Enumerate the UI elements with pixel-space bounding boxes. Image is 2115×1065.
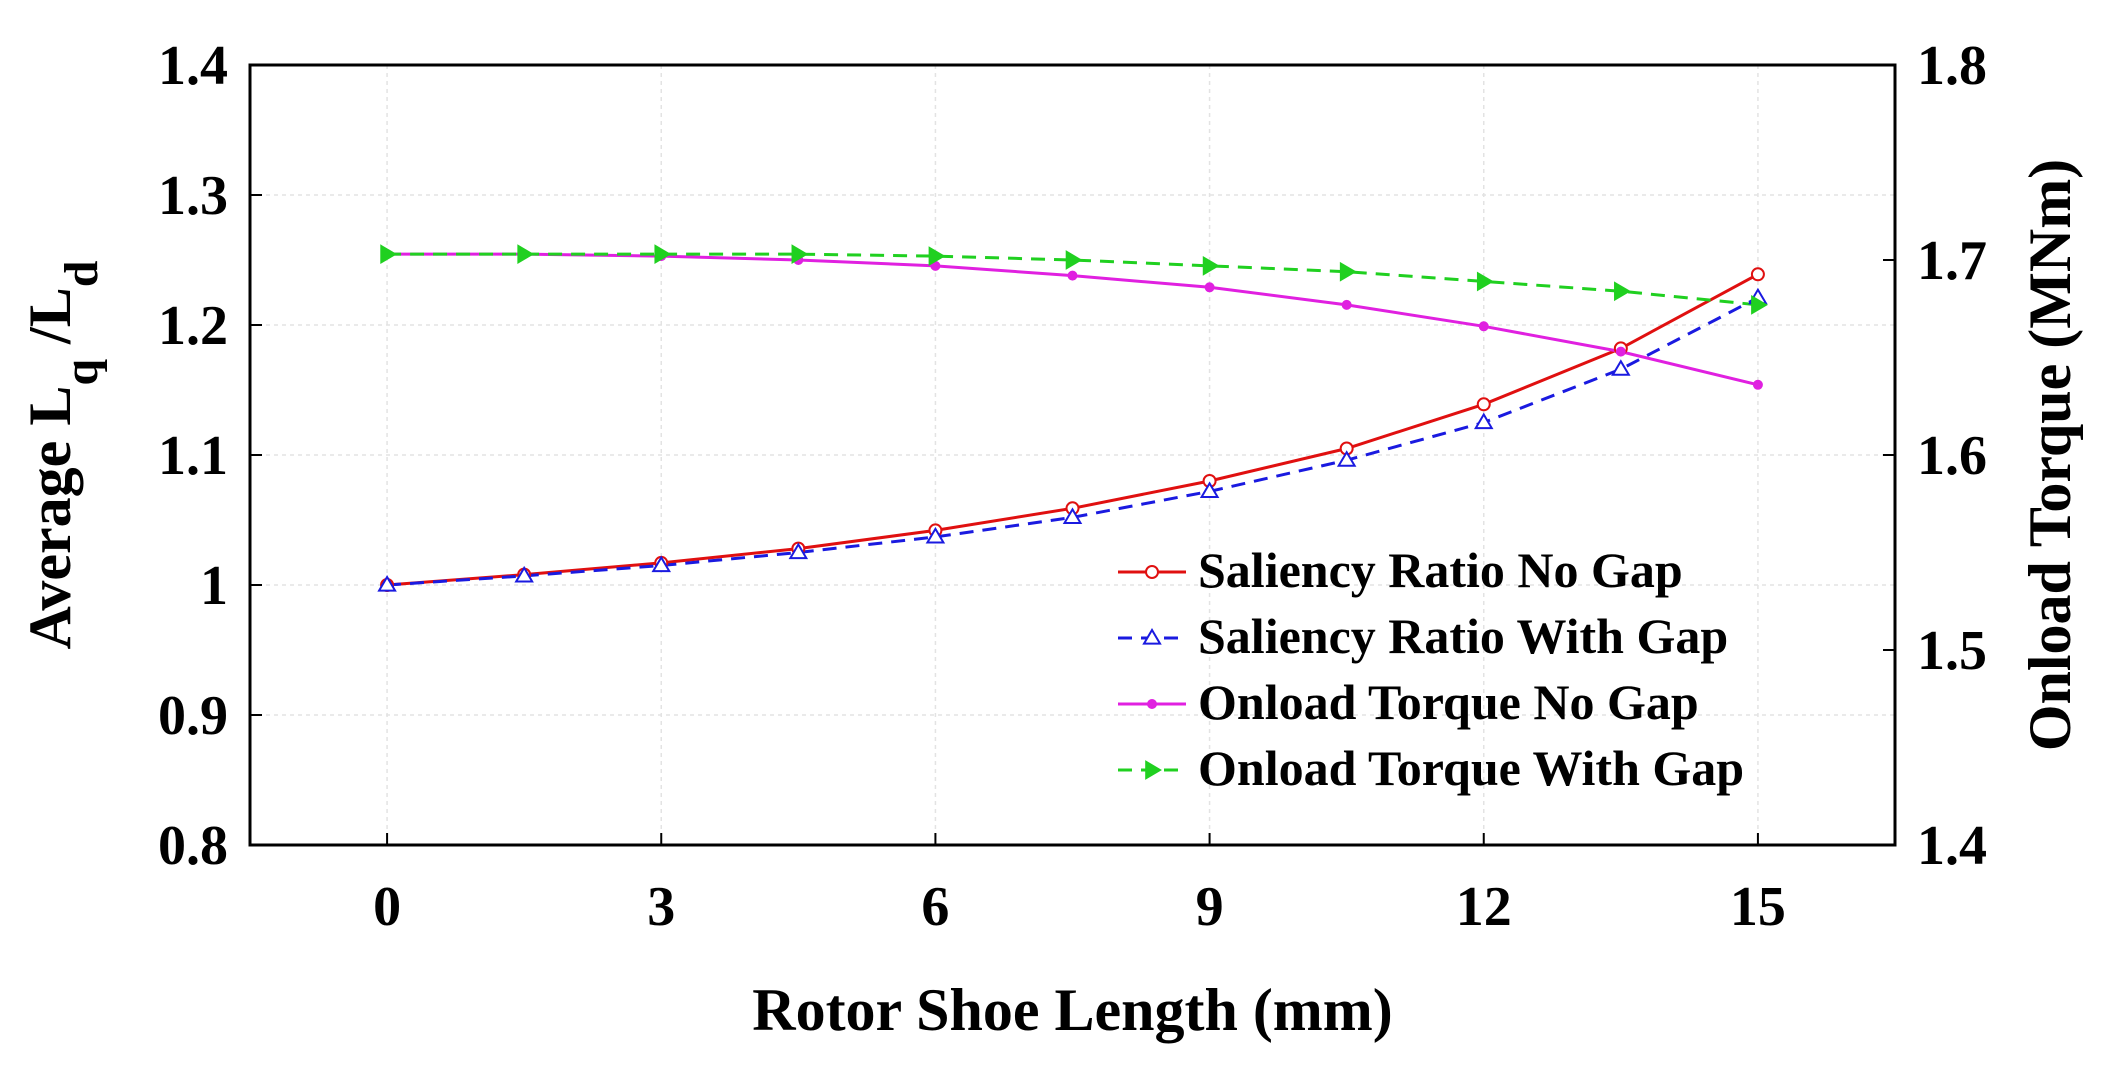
x-tick-label: 9 [1196, 876, 1224, 938]
y-right-tick-label: 1.6 [1917, 425, 1987, 487]
x-tick-label: 0 [373, 876, 401, 938]
data-point-saliency-ratio-with-gap [788, 542, 809, 560]
data-point-saliency-ratio-with-gap [1199, 481, 1220, 498]
data-point-onload-torque-with-gap [1339, 261, 1357, 282]
data-point-onload-torque-with-gap [928, 246, 946, 266]
x-tick-label: 15 [1730, 876, 1786, 938]
legend-label: Saliency Ratio With Gap [1198, 608, 1728, 664]
y-right-tick-label: 1.8 [1917, 35, 1987, 97]
y-left-tick-label: 1.2 [158, 295, 228, 357]
y-right-tick-label: 1.7 [1917, 230, 1987, 292]
legend: Saliency Ratio No Gap Saliency Ratio With… [1118, 542, 1744, 796]
y-right-axis-ticks: 1.4 1.5 1.6 1.7 1.8 [1883, 35, 1987, 877]
y-left-tick-label: 1.4 [158, 35, 228, 97]
data-point-onload-torque-with-gap [1614, 281, 1631, 302]
data-point-onload-torque-no-gap [1752, 379, 1763, 390]
y-right-tick-label: 1.5 [1917, 620, 1987, 682]
data-point-saliency-ratio-with-gap [1474, 412, 1494, 430]
x-tick-label: 6 [921, 876, 949, 938]
data-point-saliency-ratio-with-gap [1062, 507, 1083, 524]
y-left-axis-title: Average Lq /Ld [17, 260, 108, 649]
data-point-onload-torque-no-gap [1615, 346, 1626, 357]
data-point-onload-torque-with-gap [1751, 294, 1768, 315]
x-axis-ticks: 0 3 6 9 12 15 [373, 833, 1786, 938]
y-left-tick-label: 1 [200, 555, 228, 617]
legend-swatch-marker [1145, 760, 1162, 780]
y-left-title-slash: /L [17, 287, 83, 359]
legend-swatch-marker [1147, 699, 1157, 709]
y-left-tick-label: 1.3 [158, 165, 228, 227]
data-point-onload-torque-no-gap [1478, 321, 1489, 332]
data-point-saliency-ratio-with-gap [377, 575, 397, 592]
legend-label: Onload Torque With Gap [1198, 740, 1744, 796]
x-axis-title: Rotor Shoe Length (mm) [752, 977, 1393, 1043]
data-point-onload-torque-with-gap [1202, 255, 1220, 276]
x-tick-label: 3 [647, 876, 675, 938]
data-point-onload-torque-with-gap [1065, 250, 1083, 270]
y-left-axis-ticks: 0.8 0.9 1 1.1 1.2 1.3 1.4 [158, 35, 262, 877]
series-markers [377, 244, 1768, 592]
data-point-saliency-ratio-no-gap [1750, 267, 1765, 282]
data-point-saliency-ratio-with-gap [925, 526, 946, 544]
legend-swatch-marker [1142, 628, 1162, 645]
data-point-onload-torque-no-gap [1067, 270, 1078, 281]
data-point-saliency-ratio-with-gap [651, 555, 671, 573]
series-line-saliency-ratio-with-gap [386, 296, 1759, 587]
data-point-saliency-ratio-no-gap [1476, 397, 1491, 412]
data-point-onload-torque-with-gap [654, 244, 672, 265]
x-tick-label: 12 [1456, 876, 1512, 938]
legend-swatch-marker [1145, 565, 1159, 579]
legend-label: Onload Torque No Gap [1198, 674, 1699, 730]
y-left-title-main: Average L [17, 386, 83, 650]
data-point-onload-torque-with-gap [517, 244, 535, 265]
data-point-saliency-ratio-with-gap [1336, 450, 1357, 467]
data-point-onload-torque-with-gap [791, 244, 809, 265]
data-point-saliency-ratio-with-gap [514, 565, 534, 583]
y-right-tick-label: 1.4 [1917, 815, 1987, 877]
y-left-tick-label: 0.9 [158, 685, 228, 747]
data-point-onload-torque-with-gap [1476, 271, 1494, 292]
data-point-onload-torque-with-gap [380, 244, 398, 265]
y-left-tick-label: 0.8 [158, 815, 228, 877]
data-point-onload-torque-no-gap [1341, 299, 1352, 310]
y-left-tick-label: 1.1 [158, 425, 228, 487]
y-right-axis-title: Onload Torque (MNm) [2017, 159, 2083, 751]
data-point-onload-torque-no-gap [1204, 282, 1215, 293]
y-left-title-subscript-d: d [55, 260, 108, 287]
data-point-saliency-ratio-with-gap [1611, 359, 1631, 376]
y-left-title-subscript-q: q [55, 359, 108, 386]
legend-label: Saliency Ratio No Gap [1198, 542, 1683, 598]
